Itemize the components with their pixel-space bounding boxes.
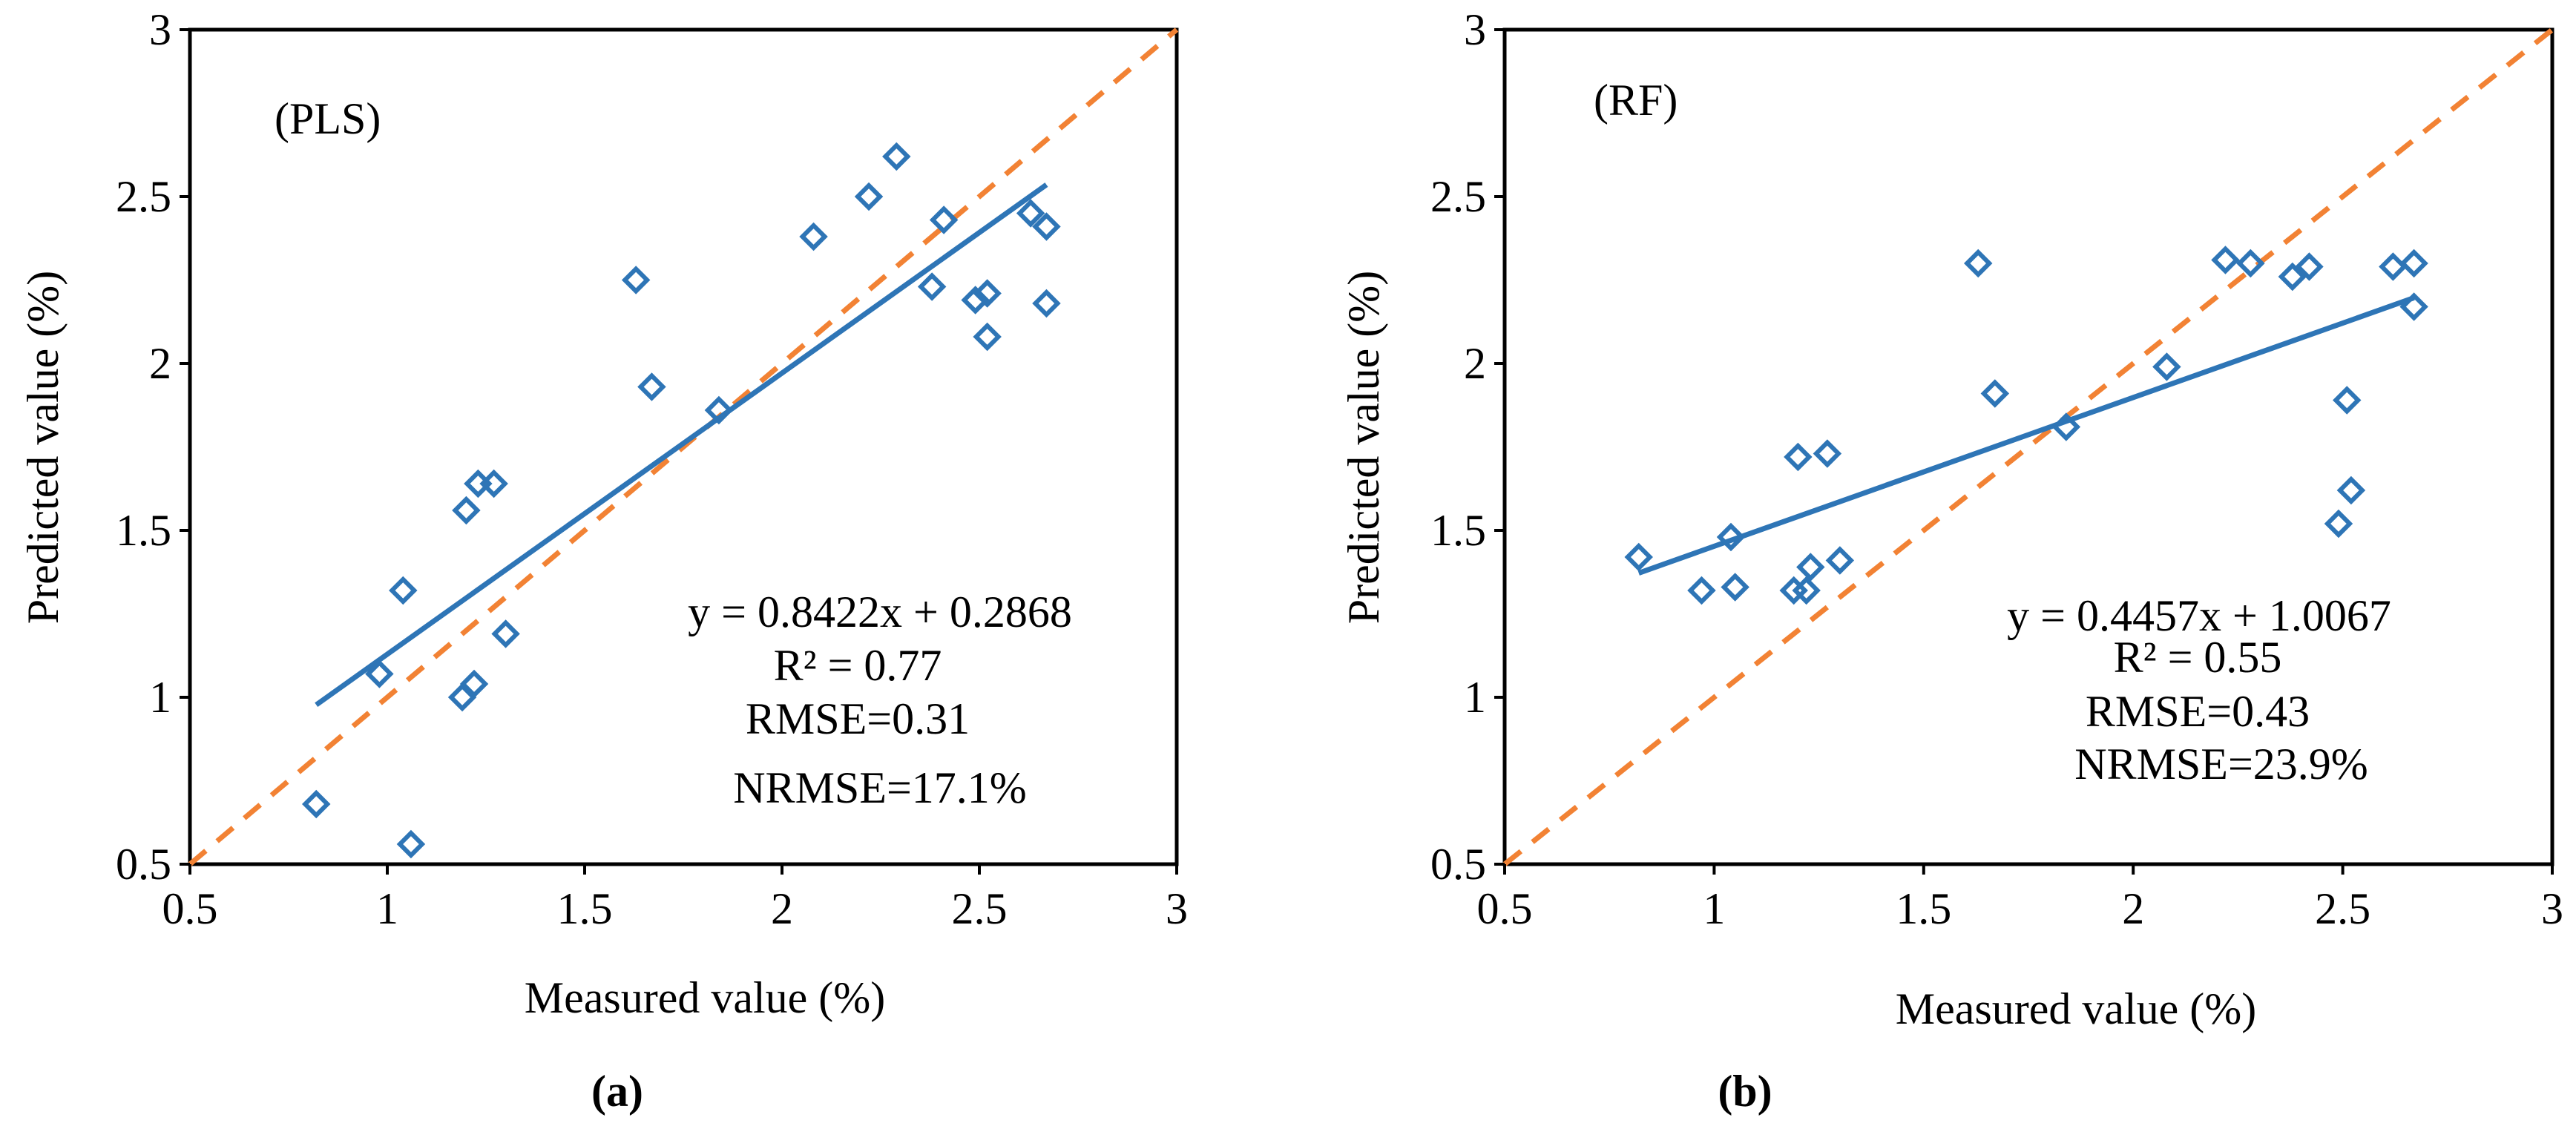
- data-point: [479, 469, 508, 498]
- plot-area-frame: [1502, 27, 2554, 866]
- subfigure-label: (b): [1718, 1067, 1772, 1116]
- x-tick-label: 0.5: [162, 884, 218, 933]
- reference-line-1to1: [188, 27, 1179, 866]
- data-point: [637, 372, 666, 401]
- r-squared: R² = 0.55: [2114, 633, 2282, 682]
- data-point: [301, 789, 331, 819]
- panel-pls: 0.5 1 1.5 2 2.5 3 0.5 1 1.5 2 2.5 3 (PLS) y = 0.84…: [19, 5, 1188, 1116]
- data-point: [1963, 248, 1993, 278]
- y-tick-label: 2.5: [116, 172, 171, 221]
- data-point: [2399, 292, 2428, 321]
- data-point: [973, 322, 1002, 352]
- data-point: [1792, 576, 1821, 605]
- x-axis-label: Measured value (%): [525, 973, 885, 1022]
- data-point: [1687, 576, 1716, 605]
- x-tick-label: 1: [1703, 884, 1725, 933]
- data-point: [2324, 509, 2353, 539]
- x-tick-label: 2.5: [2315, 884, 2370, 933]
- x-axis-label: Measured value (%): [1896, 984, 2256, 1033]
- regression-line: [315, 182, 1048, 708]
- data-point: [2051, 412, 2081, 441]
- data-point: [1784, 442, 1813, 472]
- fit-equation: y = 0.8422x + 0.2868: [688, 587, 1072, 636]
- data-point: [491, 619, 520, 648]
- data-point: [1721, 573, 1749, 602]
- data-point: [2295, 252, 2324, 281]
- data-point: [1032, 289, 1061, 318]
- data-point: [2399, 248, 2428, 278]
- panel-rf: 0.5 1 1.5 2 2.5 3 0.5 1 1.5 2 2.5 3 (RF) y = 0.445…: [1339, 5, 2563, 1116]
- y-tick-label: 2: [149, 339, 171, 388]
- panel-label: (PLS): [275, 94, 381, 143]
- data-point: [1016, 199, 1045, 228]
- y-tick-label: 3: [149, 5, 171, 54]
- data-point: [961, 286, 990, 315]
- plot-area-frame: [188, 27, 1179, 866]
- x-tick-label: 1.5: [1896, 884, 1951, 933]
- x-tick-label: 1: [376, 884, 398, 933]
- data-point: [452, 496, 481, 525]
- y-tick-label: 1: [149, 673, 171, 722]
- data-point: [365, 659, 394, 688]
- data-point: [1813, 439, 1842, 468]
- y-tick-label: 1.5: [1430, 506, 1486, 555]
- data-point: [1980, 379, 2010, 408]
- x-tick-label: 2: [771, 884, 793, 933]
- x-tick-label: 2: [2122, 884, 2144, 933]
- fit-equation: y = 0.4457x + 1.0067: [2007, 591, 2391, 640]
- rmse: RMSE=0.31: [746, 694, 970, 743]
- x-tick-label: 2.5: [952, 884, 1008, 933]
- data-point: [2236, 248, 2265, 278]
- y-tick-label: 2.5: [1430, 172, 1486, 221]
- data-point: [929, 205, 959, 234]
- nrmse: NRMSE=17.1%: [733, 763, 1027, 812]
- y-tick-label: 1.5: [116, 506, 171, 555]
- y-tick-label: 2: [1464, 339, 1486, 388]
- data-point: [1624, 542, 1653, 572]
- data-point: [621, 266, 651, 294]
- x-tick-label: 0.5: [1477, 884, 1533, 933]
- y-axis-label: Predicted value (%): [1339, 271, 1388, 624]
- y-tick-label: 0.5: [116, 840, 171, 889]
- data-point: [2333, 386, 2362, 415]
- y-tick-label: 1: [1464, 673, 1486, 722]
- data-point: [2336, 475, 2366, 505]
- x-tick-label: 1.5: [557, 884, 613, 933]
- data-point: [459, 669, 489, 699]
- data-point: [917, 272, 947, 301]
- x-tick-label: 3: [2541, 884, 2563, 933]
- reference-line-1to1: [1502, 27, 2554, 866]
- y-tick-label: 3: [1464, 5, 1486, 54]
- data-point: [1796, 553, 1825, 582]
- data-point: [389, 576, 418, 605]
- data-point: [2152, 352, 2181, 381]
- y-axis-label: Predicted value (%): [19, 271, 68, 624]
- data-point: [973, 279, 1002, 308]
- data-point: [396, 829, 426, 859]
- data-point: [882, 142, 911, 171]
- subfigure-label: (a): [591, 1067, 643, 1116]
- rmse: RMSE=0.43: [2086, 687, 2310, 736]
- data-point: [1716, 522, 1746, 552]
- data-point: [704, 395, 734, 425]
- panel-label: (RF): [1594, 76, 1678, 125]
- y-tick-label: 0.5: [1430, 840, 1486, 889]
- r-squared: R² = 0.77: [774, 641, 942, 690]
- data-point: [1825, 546, 1855, 575]
- data-point: [2211, 246, 2240, 274]
- data-point: [2278, 262, 2307, 292]
- nrmse: NRMSE=23.9%: [2074, 740, 2368, 789]
- regression-line: [1637, 295, 2415, 576]
- data-point: [799, 222, 828, 251]
- data-point: [854, 182, 884, 211]
- x-tick-label: 3: [1166, 884, 1188, 933]
- data-point: [2379, 252, 2408, 281]
- data-point: [1032, 212, 1061, 241]
